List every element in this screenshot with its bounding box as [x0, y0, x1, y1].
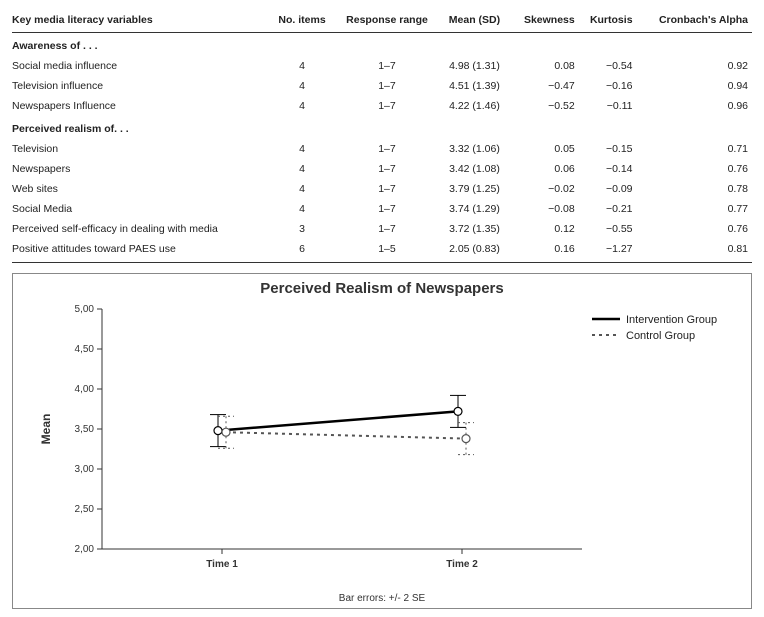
svg-text:Control Group: Control Group: [626, 330, 695, 342]
table-row: Newspapers Influence41–74.22 (1.46)−0.52…: [12, 96, 752, 116]
svg-text:5,00: 5,00: [75, 304, 95, 315]
chart-subtitle: Bar errors: +/- 2 SE: [23, 593, 741, 604]
table-row: Social Media41–73.74 (1.29)−0.08−0.210.7…: [12, 199, 752, 219]
col-mean: Mean (SD): [442, 8, 511, 33]
section-heading: Awareness of . . .: [12, 33, 752, 57]
svg-text:2,00: 2,00: [75, 544, 95, 555]
table-row: Television influence41–74.51 (1.39)−0.47…: [12, 76, 752, 96]
section-heading: Perceived realism of. . .: [12, 116, 752, 139]
svg-text:Mean: Mean: [39, 414, 53, 445]
svg-text:4,00: 4,00: [75, 384, 95, 395]
table-row: Social media influence41–74.98 (1.31)0.0…: [12, 56, 752, 76]
col-alpha: Cronbach's Alpha: [637, 8, 752, 33]
col-variables: Key media literacy variables: [12, 8, 272, 33]
col-items: No. items: [272, 8, 336, 33]
table-row: Newspapers41–73.42 (1.08)0.06−0.140.76: [12, 159, 752, 179]
svg-text:3,00: 3,00: [75, 464, 95, 475]
col-range: Response range: [336, 8, 442, 33]
svg-text:Time 1: Time 1: [206, 559, 238, 570]
chart-title: Perceived Realism of Newspapers: [23, 280, 741, 297]
svg-text:Time 2: Time 2: [446, 559, 478, 570]
svg-text:Intervention Group: Intervention Group: [626, 314, 717, 326]
table-row: Positive attitudes toward PAES use61–52.…: [12, 239, 752, 263]
perceived-realism-chart: 2,00 2,50 3,00 3,50 4,00 4,50 5,00 Mean Time 1 Ti…: [32, 299, 732, 589]
media-literacy-table: Key media literacy variables No. items R…: [12, 8, 752, 263]
svg-text:3,50: 3,50: [75, 424, 95, 435]
table-row: Web sites41–73.79 (1.25)−0.02−0.090.78: [12, 179, 752, 199]
table-row: Television41–73.32 (1.06)0.05−0.150.71: [12, 139, 752, 159]
svg-text:2,50: 2,50: [75, 504, 95, 515]
chart-container: Perceived Realism of Newspapers 2,00 2,50…: [12, 273, 752, 609]
svg-text:4,50: 4,50: [75, 344, 95, 355]
col-skew: Skewness: [511, 8, 579, 33]
table-row: Perceived self-efficacy in dealing with …: [12, 219, 752, 239]
col-kurt: Kurtosis: [579, 8, 637, 33]
